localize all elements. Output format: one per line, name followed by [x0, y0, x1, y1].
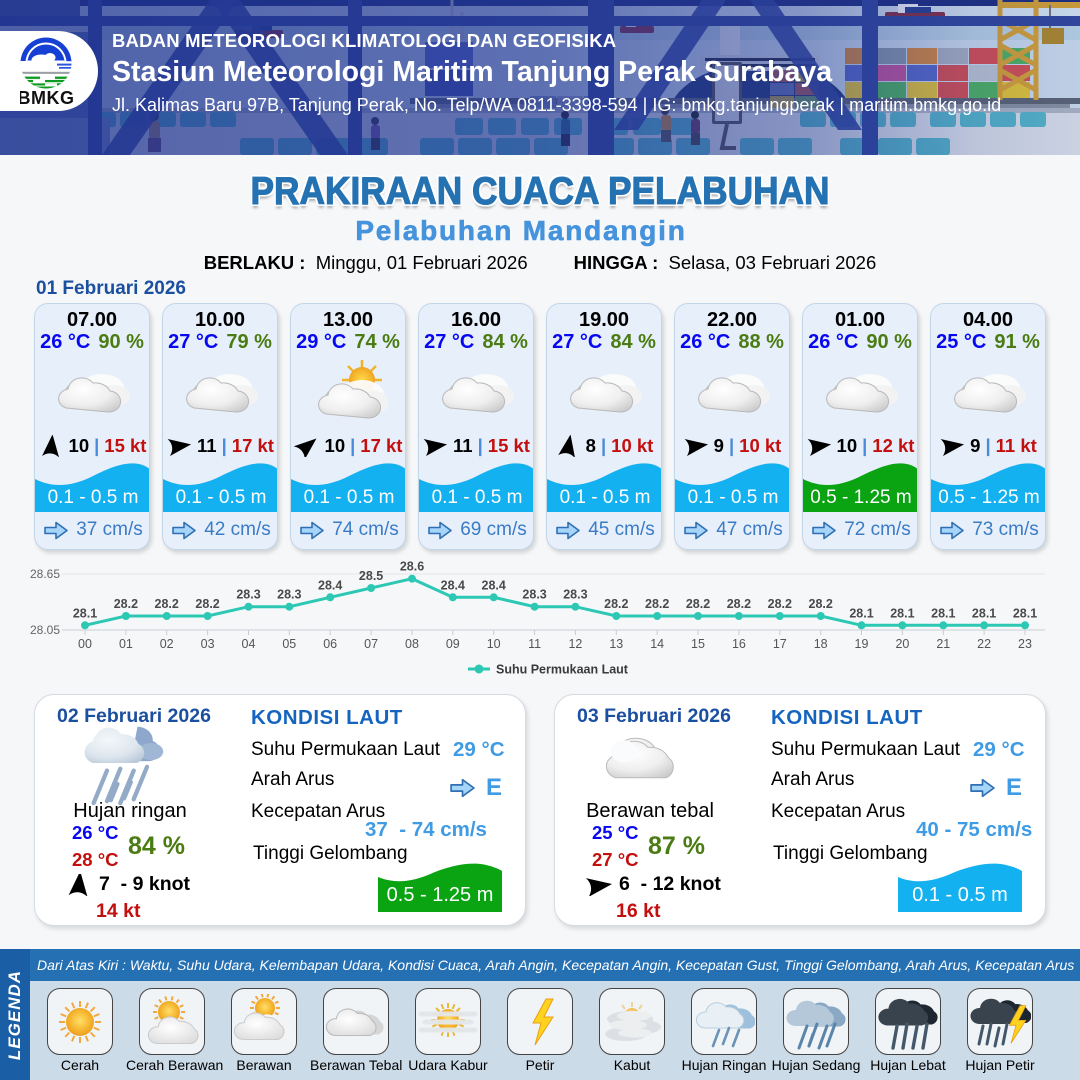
- svg-text:28.2: 28.2: [195, 597, 219, 611]
- svg-text:28.3: 28.3: [563, 588, 587, 602]
- svg-text:23: 23: [1018, 637, 1032, 651]
- svg-text:14: 14: [650, 637, 664, 651]
- svg-text:04: 04: [242, 637, 256, 651]
- svg-text:17: 17: [773, 637, 787, 651]
- svg-text:21: 21: [936, 637, 950, 651]
- svg-text:28.4: 28.4: [318, 578, 342, 592]
- svg-text:12: 12: [568, 637, 582, 651]
- svg-text:02: 02: [160, 637, 174, 651]
- svg-text:06: 06: [323, 637, 337, 651]
- svg-text:19: 19: [855, 637, 869, 651]
- svg-text:20: 20: [895, 637, 909, 651]
- svg-text:28.3: 28.3: [522, 588, 546, 602]
- svg-text:28.4: 28.4: [482, 578, 506, 592]
- svg-text:11: 11: [528, 637, 541, 651]
- svg-text:00: 00: [78, 637, 92, 651]
- svg-text:28.65: 28.65: [30, 567, 60, 581]
- svg-text:28.2: 28.2: [155, 597, 179, 611]
- svg-text:28.2: 28.2: [809, 597, 833, 611]
- svg-text:28.6: 28.6: [400, 560, 424, 574]
- svg-text:28.2: 28.2: [114, 597, 138, 611]
- svg-text:18: 18: [814, 637, 828, 651]
- svg-text:BMKG: BMKG: [20, 88, 75, 108]
- svg-text:08: 08: [405, 637, 419, 651]
- svg-text:09: 09: [446, 637, 460, 651]
- svg-text:28.2: 28.2: [645, 597, 669, 611]
- svg-text:01: 01: [119, 637, 133, 651]
- svg-text:10: 10: [487, 637, 501, 651]
- svg-text:28.1: 28.1: [972, 606, 996, 620]
- svg-text:16: 16: [732, 637, 746, 651]
- svg-text:03: 03: [201, 637, 215, 651]
- svg-text:28.2: 28.2: [768, 597, 792, 611]
- svg-text:13: 13: [609, 637, 623, 651]
- svg-text:28.1: 28.1: [73, 606, 97, 620]
- svg-text:28.3: 28.3: [236, 588, 260, 602]
- svg-text:28.3: 28.3: [277, 588, 301, 602]
- svg-text:Suhu Permukaan Laut: Suhu Permukaan Laut: [496, 663, 629, 677]
- svg-text:28.5: 28.5: [359, 569, 383, 583]
- svg-text:07: 07: [364, 637, 378, 651]
- svg-text:15: 15: [691, 637, 705, 651]
- svg-text:05: 05: [282, 637, 296, 651]
- svg-text:28.1: 28.1: [890, 606, 914, 620]
- svg-text:28.1: 28.1: [931, 606, 955, 620]
- svg-text:28.1: 28.1: [1013, 606, 1037, 620]
- svg-text:28.05: 28.05: [30, 623, 60, 637]
- svg-text:28.2: 28.2: [727, 597, 751, 611]
- svg-text:28.2: 28.2: [604, 597, 628, 611]
- svg-text:28.1: 28.1: [849, 606, 873, 620]
- svg-text:22: 22: [977, 637, 991, 651]
- svg-text:28.2: 28.2: [686, 597, 710, 611]
- svg-text:28.4: 28.4: [441, 578, 465, 592]
